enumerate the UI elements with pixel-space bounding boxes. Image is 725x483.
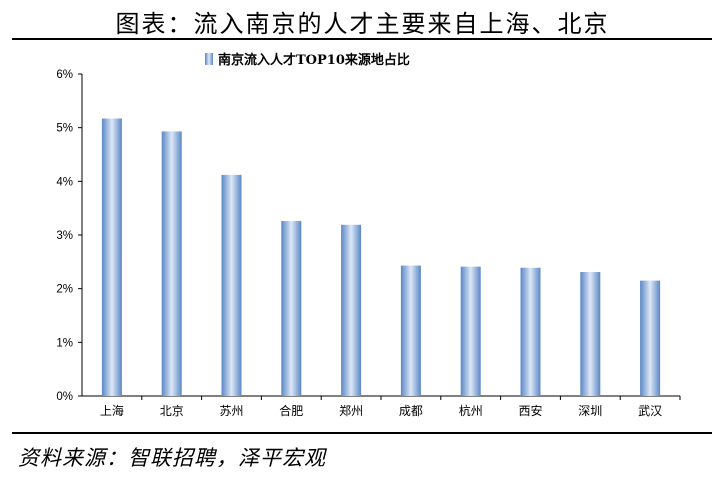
- bar-2: [221, 174, 242, 396]
- y-tick-label: 1%: [56, 337, 73, 349]
- y-tick-label: 2%: [56, 284, 73, 296]
- y-tick-label: 5%: [56, 123, 73, 135]
- bar-4: [341, 224, 362, 396]
- category-label-0: 上海: [100, 403, 124, 418]
- bar-6: [460, 266, 481, 396]
- bar-8: [580, 272, 601, 396]
- bar-5: [400, 265, 421, 396]
- category-label-4: 郑州: [339, 403, 363, 418]
- legend-label: 南京流入人才TOP10来源地占比: [218, 52, 410, 68]
- category-label-5: 成都: [399, 404, 423, 418]
- category-labels: 上海 北京 苏州 合肥 郑州 成都 杭州 西安 深圳 武汉: [100, 403, 662, 418]
- y-tick-label: 4%: [56, 176, 73, 188]
- source-note: 资料来源：智联招聘，泽平宏观: [18, 446, 326, 470]
- legend-swatch: [205, 53, 213, 65]
- bar-1: [161, 131, 182, 396]
- category-label-7: 西安: [518, 403, 542, 418]
- category-label-2: 苏州: [219, 404, 243, 418]
- bar-7: [520, 267, 541, 396]
- category-label-3: 合肥: [279, 403, 303, 418]
- category-label-9: 武汉: [638, 404, 662, 418]
- bar-3: [281, 221, 302, 396]
- figure-title: 图表：流入南京的人才主要来自上海、北京: [115, 10, 610, 38]
- bar-9: [640, 280, 661, 396]
- bars: [101, 118, 661, 396]
- bottom-rule: [12, 432, 712, 434]
- y-tick-label: 0%: [56, 391, 73, 403]
- category-label-6: 杭州: [459, 403, 483, 418]
- category-label-1: 北京: [160, 404, 184, 418]
- y-tick-label: 6%: [56, 69, 73, 81]
- bar-0: [101, 118, 122, 396]
- legend: 南京流入人才TOP10来源地占比: [205, 52, 410, 68]
- top-rule: [12, 38, 712, 40]
- category-label-8: 深圳: [578, 404, 602, 418]
- y-tick-label: 3%: [56, 230, 73, 242]
